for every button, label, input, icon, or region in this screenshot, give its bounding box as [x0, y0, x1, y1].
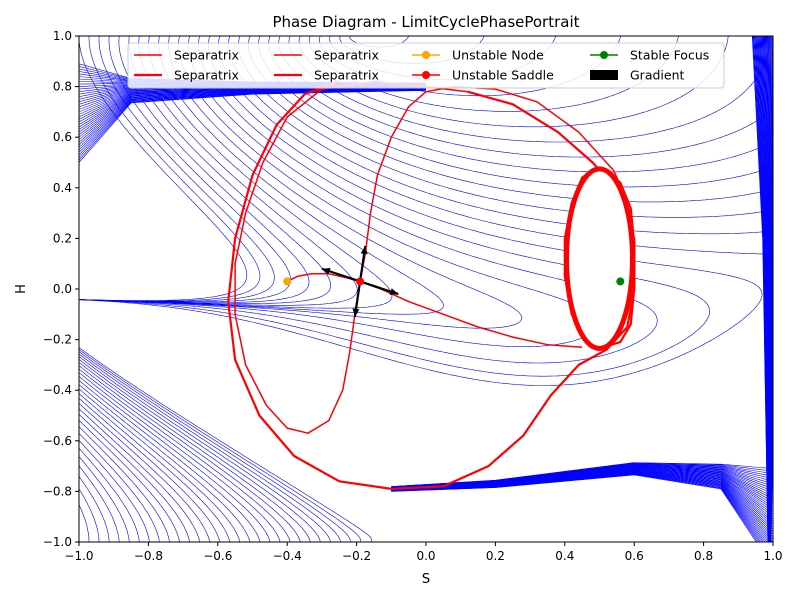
fixed-points: [283, 277, 625, 286]
legend-label: Gradient: [630, 68, 685, 83]
trajectory-line: [258, 36, 773, 188]
fixed-point-unstable-node: [283, 277, 292, 286]
limit-cycle: [564, 166, 635, 351]
trajectory-line: [79, 419, 180, 542]
trajectory-line: [79, 356, 331, 542]
trajectory-line: [79, 447, 140, 542]
trajectory-line: [79, 359, 321, 542]
x-axis: −1.0 −0.8 −0.6 −0.4 −0.2 0.0 0.2 0.4 0.6 0.8 1.0: [64, 542, 783, 563]
trajectory-line: [79, 475, 110, 542]
gradient-arrow-head: [321, 267, 331, 275]
trajectory-line: [79, 351, 351, 542]
legend-patch-swatch: [590, 70, 618, 80]
trajectory-line: [79, 402, 211, 542]
y-tick-label: −0.6: [43, 434, 72, 448]
trajectory-line: [79, 504, 90, 542]
y-axis-label: H: [14, 284, 29, 294]
y-tick-label: 0.6: [53, 130, 72, 144]
trajectory-line: [228, 36, 773, 235]
trajectory-line: [79, 36, 291, 303]
y-tick-label: −0.2: [43, 333, 72, 347]
x-tick-label: 0.0: [416, 549, 435, 563]
legend-label: Unstable Saddle: [452, 68, 554, 83]
trajectory-line: [79, 36, 523, 329]
trajectory-line: [79, 393, 231, 542]
y-tick-label: 0.8: [53, 80, 72, 94]
y-tick-label: 0.4: [53, 181, 72, 195]
legend-marker-swatch: [600, 51, 608, 59]
trajectory-line: [79, 384, 251, 542]
trajectory-line: [79, 432, 160, 542]
gradient-arrow-head: [352, 308, 360, 317]
gradient-arrow-head: [389, 288, 399, 295]
y-tick-label: 0.0: [53, 282, 72, 296]
trajectory-line: [79, 36, 444, 315]
trajectory-line: [79, 365, 301, 542]
trajectory-line: [79, 353, 341, 542]
trajectory-line: [79, 456, 130, 542]
separatrix-line: [359, 85, 628, 282]
chart-title: Phase Diagram - LimitCyclePhasePortrait: [272, 13, 579, 31]
trajectory-line: [79, 36, 261, 302]
trajectory-line: [278, 36, 773, 158]
x-tick-label: −0.6: [203, 549, 232, 563]
trajectory-line: [79, 362, 311, 542]
trajectory-line: [238, 36, 773, 218]
x-tick-label: −0.2: [342, 549, 371, 563]
trajectory-line: [79, 413, 190, 542]
legend-label: Separatrix: [314, 48, 379, 63]
trajectory-line: [79, 372, 281, 542]
trajectory-line: [79, 379, 261, 542]
y-tick-label: 0.2: [53, 231, 72, 245]
gradient-arrow-head: [360, 245, 368, 255]
trajectory-line: [79, 465, 120, 542]
x-tick-label: 0.8: [694, 549, 713, 563]
trajectory-line: [79, 397, 221, 542]
trajectory-line: [79, 36, 763, 386]
trajectory-line: [79, 347, 372, 542]
trajectory-line: [79, 36, 710, 377]
fixed-point-stable-focus: [616, 277, 625, 286]
trajectory-line: [248, 36, 773, 203]
x-tick-label: −0.4: [273, 549, 302, 563]
trajectory-line: [79, 36, 658, 364]
y-tick-label: −1.0: [43, 535, 72, 549]
legend-label: Separatrix: [314, 68, 379, 83]
trajectory-line: [79, 349, 362, 542]
trajectory-line: [79, 375, 271, 542]
y-tick-label: −0.8: [43, 484, 72, 498]
x-tick-label: 1.0: [763, 549, 782, 563]
gradient-arrows: [321, 245, 399, 317]
legend-label: Separatrix: [174, 68, 239, 83]
y-tick-label: 1.0: [53, 29, 72, 43]
legend: Separatrix Separatrix Separatrix Separatrix…: [127, 42, 725, 89]
x-tick-label: 0.6: [625, 549, 644, 563]
legend-label: Unstable Node: [452, 48, 544, 63]
y-tick-label: −0.4: [43, 383, 72, 397]
x-tick-label: 0.2: [486, 549, 505, 563]
separatrix-lines: [227, 80, 636, 490]
trajectory-line: [79, 368, 291, 542]
trajectory-line: [268, 36, 773, 173]
trajectory-line: [391, 462, 773, 487]
x-tick-label: 0.4: [555, 549, 574, 563]
x-axis-label: S: [422, 572, 430, 587]
x-tick-label: −1.0: [64, 549, 93, 563]
legend-marker-swatch: [422, 71, 430, 79]
trajectory-line: [79, 408, 200, 542]
y-axis: −1.0 −0.8 −0.6 −0.4 −0.2 0.0 0.2 0.4 0.6 0.8 1.0: [43, 29, 79, 549]
trajectory-line: [218, 36, 773, 255]
legend-marker-swatch: [422, 51, 430, 59]
trajectory-line: [79, 426, 170, 542]
trajectory-line: [79, 439, 150, 542]
separatrix-line: [359, 280, 583, 348]
fixed-point-unstable-saddle: [356, 277, 365, 286]
trajectory-line: [79, 488, 100, 542]
x-tick-label: −0.8: [134, 549, 163, 563]
trajectory-line: [288, 36, 771, 143]
trajectory-line: [79, 388, 241, 542]
legend-label: Separatrix: [174, 48, 239, 63]
legend-label: Stable Focus: [630, 48, 709, 63]
